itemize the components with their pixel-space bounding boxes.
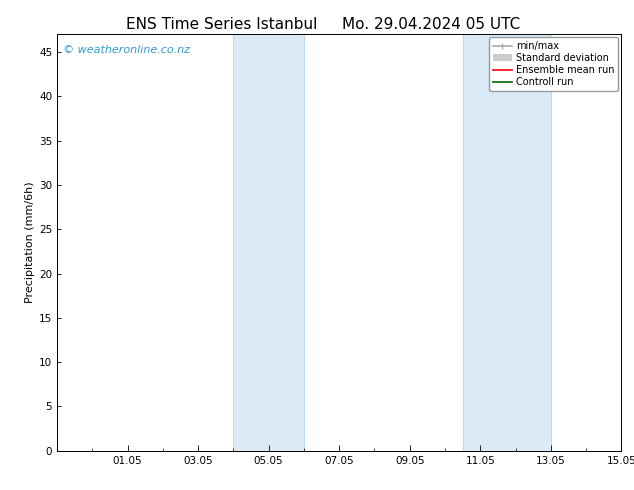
Legend: min/max, Standard deviation, Ensemble mean run, Controll run: min/max, Standard deviation, Ensemble me…: [489, 37, 618, 91]
Bar: [463, 34, 551, 451]
Text: © weatheronline.co.nz: © weatheronline.co.nz: [63, 45, 190, 55]
Y-axis label: Precipitation (mm/6h): Precipitation (mm/6h): [25, 182, 35, 303]
Text: Mo. 29.04.2024 05 UTC: Mo. 29.04.2024 05 UTC: [342, 17, 521, 32]
Text: ENS Time Series Istanbul: ENS Time Series Istanbul: [126, 17, 318, 32]
Bar: [233, 34, 304, 451]
